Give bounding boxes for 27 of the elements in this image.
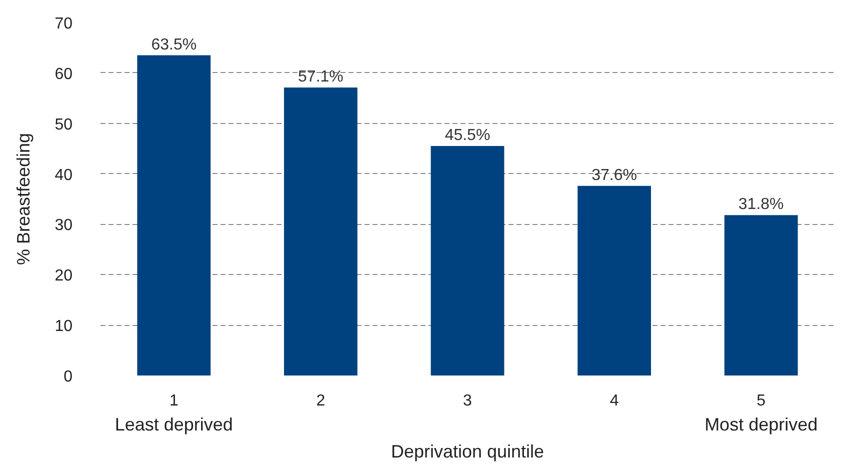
y-tick-label: 70 — [54, 16, 73, 32]
data-label: 37.6% — [592, 166, 637, 184]
bar — [430, 146, 504, 376]
y-tick-label: 40 — [54, 166, 73, 184]
bar — [578, 186, 651, 376]
x-tick-label: 1 — [169, 392, 178, 410]
x-tick-label: 2 — [316, 392, 326, 410]
x-axis-title: Deprivation quintile — [390, 442, 544, 462]
data-label: 45.5% — [444, 127, 490, 144]
text: Least deprived — [114, 414, 233, 434]
x-tick-label: 3 — [463, 392, 472, 410]
bar — [284, 88, 358, 376]
text: Most deprived — [704, 414, 818, 434]
y-axis-title: % Breastfeeding — [14, 132, 34, 266]
data-label: 63.5% — [151, 36, 197, 54]
y-tick-label: 20 — [54, 268, 73, 285]
y-tick-label: 10 — [54, 318, 73, 336]
x-tick-label: 4 — [610, 392, 619, 410]
y-tick-label: 60 — [54, 66, 73, 83]
bar — [724, 215, 798, 376]
y-tick-label: 50 — [54, 116, 73, 134]
data-label: 31.8% — [738, 196, 784, 214]
data-label: 57.1% — [298, 68, 344, 86]
bar — [137, 55, 211, 376]
y-tick-label: 30 — [54, 217, 73, 234]
x-tick-label: 5 — [756, 392, 766, 410]
y-tick-label: 0 — [64, 368, 73, 386]
